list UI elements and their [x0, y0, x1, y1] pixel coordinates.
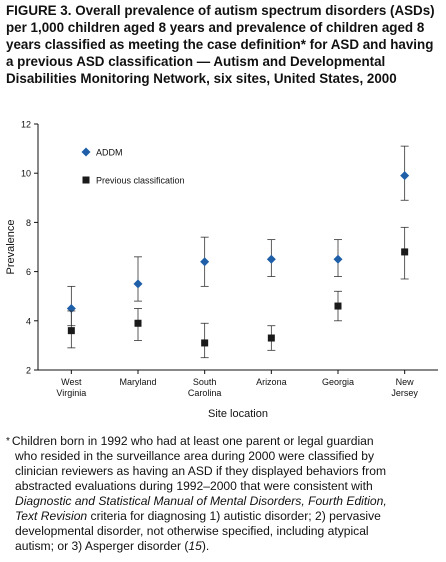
series-diamond: [66, 145, 410, 327]
footnote-line: clinician reviewers as having an ASD if …: [15, 464, 387, 478]
x-tick-label: Arizona: [256, 377, 287, 387]
legend: ADDM Previous classification: [81, 147, 185, 186]
y-tick-label: 12: [21, 120, 31, 130]
y-tick-label: 10: [21, 169, 31, 179]
data-point-diamond: [400, 171, 410, 181]
series-square: [67, 226, 409, 359]
footnote-text: criteria for diagnosing 1) autistic diso…: [87, 509, 381, 523]
footnote: * Children born in 1992 who had at least …: [6, 434, 436, 554]
y-tick-label: 8: [26, 218, 31, 228]
footnote-line: * Children born in 1992 who had at least …: [6, 434, 436, 449]
data-point-square: [401, 248, 409, 256]
x-tick-label: Maryland: [119, 377, 156, 387]
footnote-line: who resided in the surveillance area dur…: [15, 449, 374, 463]
footnote-line: Text Revision criteria for diagnosing 1)…: [6, 509, 436, 524]
figure-title: FIGURE 3. Overall prevalence of autism s…: [6, 3, 435, 86]
footnote-text: Children born in 1992 who had at least o…: [11, 434, 374, 448]
data-point-diamond: [133, 279, 143, 289]
footnote-line: Diagnostic and Statistical Manual of Men…: [15, 494, 387, 508]
x-tick-label: South: [193, 377, 217, 387]
legend-label: Previous classification: [96, 176, 185, 186]
data-point-square: [267, 334, 275, 342]
x-tick-label: Georgia: [322, 377, 354, 387]
y-tick-label: 4: [26, 316, 31, 326]
footnote-text: ).: [201, 539, 210, 553]
data-point-square: [201, 339, 209, 347]
y-tick-label: 6: [26, 267, 31, 277]
footnote-text: autism; or 3) Asperger disorder (: [15, 539, 189, 553]
y-axis-ticks: 2 4 6 8 10 12: [21, 120, 38, 376]
data-point-diamond: [200, 257, 210, 267]
footnote-marker: *: [6, 436, 10, 447]
legend-marker-diamond: [81, 147, 91, 157]
plot-frame: [37, 124, 438, 371]
footnote-reference: 15: [188, 539, 202, 553]
data-point-diamond: [266, 254, 276, 264]
footnote-line: abstracted evaluations during 1992–2000 …: [15, 479, 373, 493]
series-layer: [66, 145, 410, 359]
data-point-diamond: [333, 254, 343, 264]
data-point-square: [334, 302, 342, 310]
x-axis-label: Site location: [208, 408, 268, 420]
y-tick-label: 2: [26, 366, 31, 376]
footnote-line: autism; or 3) Asperger disorder (15).: [6, 539, 436, 554]
footnote-line: developmental disorder, not otherwise sp…: [15, 524, 369, 538]
x-tick-label: Carolina: [188, 388, 222, 398]
legend-marker-square: [82, 176, 90, 184]
legend-label: ADDM: [96, 148, 123, 158]
x-tick-label: New: [396, 377, 415, 387]
x-tick-label: West: [61, 377, 82, 387]
data-point-square: [134, 319, 142, 327]
x-tick-label: Virginia: [56, 388, 86, 398]
data-point-square: [67, 327, 75, 335]
y-axis-label: Prevalence: [5, 219, 17, 274]
x-tick-label: Jersey: [391, 388, 418, 398]
footnote-text-italic: Text Revision: [15, 509, 88, 523]
